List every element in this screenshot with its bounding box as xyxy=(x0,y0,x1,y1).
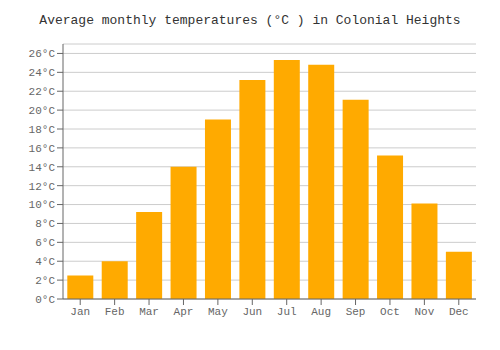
svg-text:Oct: Oct xyxy=(380,306,400,318)
svg-text:May: May xyxy=(208,306,228,318)
svg-text:14°C: 14°C xyxy=(29,162,56,174)
svg-text:Sep: Sep xyxy=(346,306,366,318)
svg-text:16°C: 16°C xyxy=(29,143,56,155)
svg-text:22°C: 22°C xyxy=(29,86,56,98)
html-text:Average monthly temperatures (: Average monthly temperatures (°C ) in Co… xyxy=(39,13,461,28)
svg-text:4°C: 4°C xyxy=(35,256,55,268)
svg-text:8°C: 8°C xyxy=(35,218,55,230)
svg-text:Apr: Apr xyxy=(174,306,194,318)
svg-text:0°C: 0°C xyxy=(35,294,55,306)
svg-text:Aug: Aug xyxy=(311,306,331,318)
svg-text:2°C: 2°C xyxy=(35,275,55,287)
svg-text:20°C: 20°C xyxy=(29,105,56,117)
svg-text:Jun: Jun xyxy=(242,306,262,318)
svg-text:Jul: Jul xyxy=(277,306,297,318)
svg-text:Dec: Dec xyxy=(449,306,469,318)
svg-text:6°C: 6°C xyxy=(35,237,55,249)
svg-text:Jan: Jan xyxy=(70,306,90,318)
svg-text:24°C: 24°C xyxy=(29,67,56,79)
svg-text:Mar: Mar xyxy=(139,306,159,318)
svg-text:26°C: 26°C xyxy=(29,48,56,60)
svg-text:Feb: Feb xyxy=(105,306,125,318)
svg-text:Nov: Nov xyxy=(414,306,434,318)
svg-text:12°C: 12°C xyxy=(29,181,56,193)
svg-text:18°C: 18°C xyxy=(29,124,56,136)
svg-text:10°C: 10°C xyxy=(29,199,56,211)
